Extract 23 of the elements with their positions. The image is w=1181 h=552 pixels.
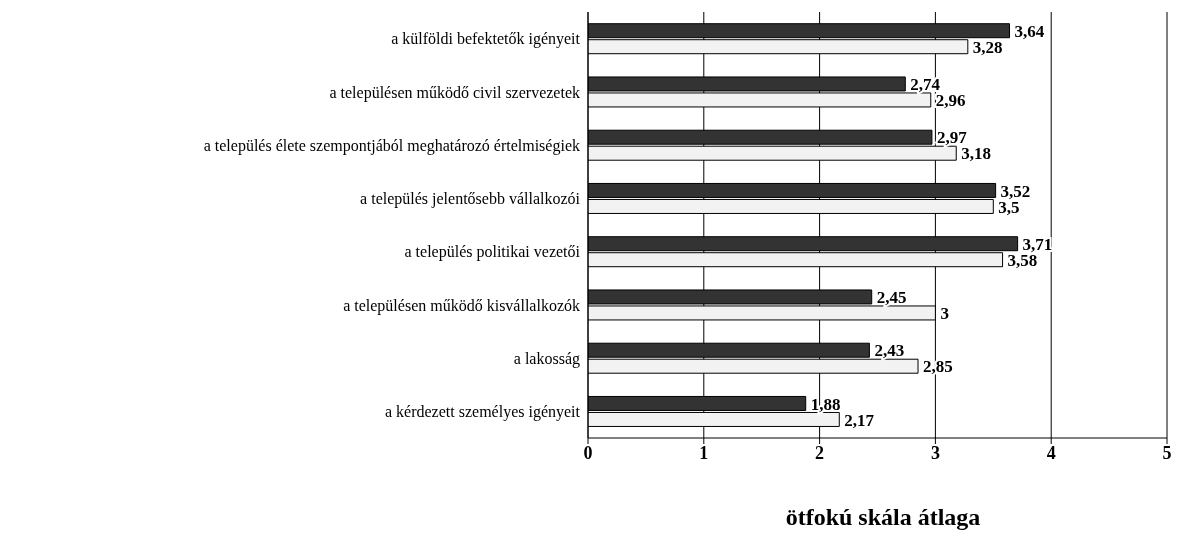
x-tick-label: 0 xyxy=(583,442,593,463)
x-tick-label: 1 xyxy=(699,442,709,463)
data-label: 3,28 xyxy=(972,37,1003,57)
data-label: 2,17 xyxy=(844,410,875,430)
data-label: 2,45 xyxy=(876,288,907,307)
data-label: 3,52 xyxy=(1000,181,1031,201)
x-axis-title: ötfokú skála átlaga xyxy=(784,504,982,531)
data-label: 2,43 xyxy=(874,341,905,361)
y-tick-label: a településen működő civil szervezetek xyxy=(329,83,580,102)
x-tick-label: 4 xyxy=(1046,442,1056,463)
y-tick-label: a település élete szempontjából meghatározó értelmiségiek xyxy=(203,136,580,155)
x-tick-label: 5 xyxy=(1162,442,1172,463)
y-tick-label: a település jelentősebb vállalkozói xyxy=(360,190,581,209)
y-tick-label: a lakosság xyxy=(513,349,580,368)
y-tick-label: a település politikai vezetői xyxy=(404,243,581,262)
y-tick-label: a településen működő kisvállalkozók xyxy=(343,296,580,315)
data-label: 3 xyxy=(940,304,949,323)
y-tick-label: a kérdezett személyes igényeit xyxy=(384,403,581,422)
data-label: 2,96 xyxy=(935,91,966,110)
x-tick-label: 3 xyxy=(930,442,940,463)
y-tick-label: a külföldi befektetők igényeit xyxy=(391,30,581,49)
data-label: 3,64 xyxy=(1014,21,1045,41)
x-tick-label: 2 xyxy=(815,442,825,463)
